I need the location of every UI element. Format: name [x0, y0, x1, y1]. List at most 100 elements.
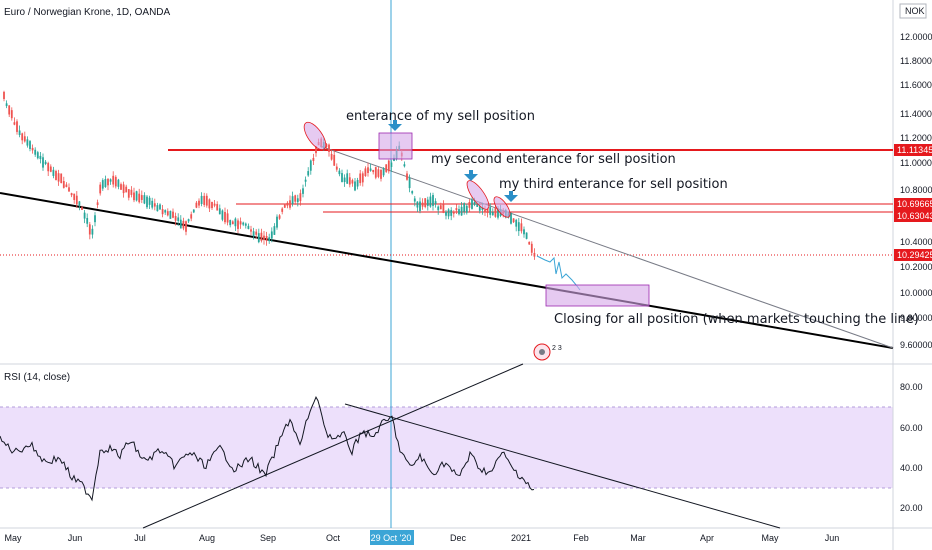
candle-body — [125, 186, 128, 193]
annotation-entry-2: my second enterance for sell position — [431, 152, 676, 167]
candle-body — [369, 168, 372, 171]
candle-body — [478, 206, 481, 211]
candle-body — [55, 171, 57, 181]
candle-body — [237, 220, 239, 229]
price-tick-label: 11.40000 — [900, 109, 932, 119]
candle-body — [437, 206, 440, 211]
candle-body — [486, 208, 489, 214]
rsi-tick-label: 60.00 — [900, 423, 923, 433]
candle-body — [166, 211, 169, 216]
candle-body — [70, 193, 73, 196]
events-icon[interactable]: 2 3 — [533, 343, 562, 361]
arrow-down-icon — [504, 191, 518, 202]
candle-body — [130, 189, 133, 195]
candle-body — [442, 204, 445, 213]
candle-body — [348, 177, 351, 185]
candle-body — [302, 188, 304, 194]
candle-body — [198, 200, 200, 206]
candle-body — [330, 153, 333, 160]
time-tick-label: May — [4, 533, 22, 543]
candle-body — [325, 143, 328, 148]
candle-body — [26, 139, 29, 146]
target-rect[interactable] — [545, 284, 650, 307]
candle-body — [374, 167, 377, 178]
resistance-trendline[interactable] — [319, 145, 894, 349]
candle-body — [491, 212, 494, 216]
candle-body — [307, 171, 310, 176]
candle-body — [517, 222, 520, 232]
candle-body — [426, 199, 429, 206]
candle-body — [75, 195, 78, 205]
candle-body — [484, 209, 486, 213]
candle-body — [528, 241, 531, 245]
candle-body — [364, 168, 367, 177]
candle-body — [361, 173, 364, 183]
candle-body — [403, 164, 406, 167]
candle-body — [413, 198, 416, 202]
price-tick-label: 11.20000 — [900, 133, 932, 143]
candle-body — [21, 133, 24, 141]
candle-body — [489, 207, 492, 215]
time-tick-label: Oct — [326, 533, 341, 543]
candle-body — [140, 195, 143, 200]
candle-body — [192, 209, 195, 213]
arrow-down-icon — [388, 120, 402, 131]
candle-body — [49, 166, 52, 172]
price-tag-label: 10.29425 — [897, 250, 932, 260]
currency-box[interactable] — [899, 3, 927, 19]
candle-body — [497, 208, 499, 218]
time-tick-label: May — [761, 533, 779, 543]
time-axis[interactable]: May Jun Jul Aug Sep Oct 29 Oct '20 Dec 2021 Feb Ma… — [4, 530, 839, 545]
candle-body — [52, 169, 55, 176]
price-tick-label: 12.00000 — [900, 32, 932, 42]
candle-body — [13, 122, 16, 125]
candle-body — [476, 203, 479, 207]
symbol-title[interactable]: Euro / Norwegian Krone, 1D, OANDA — [4, 7, 171, 18]
rsi-trendline-up[interactable] — [142, 363, 524, 529]
candle-body — [463, 203, 466, 212]
candle-body — [434, 201, 437, 204]
price-tick-label: 10.00000 — [900, 288, 932, 298]
candle-body — [221, 210, 224, 220]
candle-body — [57, 173, 60, 182]
time-tick-label: Apr — [700, 533, 714, 543]
price-axis[interactable]: 12.00000 11.80000 11.60000 11.40000 11.20000… — [900, 32, 932, 350]
candle-body — [208, 199, 211, 209]
candle-body — [283, 204, 286, 208]
candle-body — [18, 130, 21, 135]
entry-rect[interactable] — [378, 132, 413, 160]
candle-body — [187, 219, 190, 222]
candle-body — [179, 219, 182, 229]
candle-body — [372, 169, 375, 173]
candle-body — [468, 202, 471, 208]
candle-body — [229, 220, 232, 226]
candle-body — [68, 187, 70, 192]
entry-ellipse-2[interactable] — [463, 178, 492, 213]
time-tick-label: Jun — [68, 533, 83, 543]
candle-body — [39, 155, 42, 160]
price-tag — [894, 198, 932, 210]
candle-body — [515, 219, 518, 227]
candle-body — [416, 201, 419, 208]
candle-body — [156, 205, 159, 212]
candle-body — [226, 213, 229, 223]
entry-ellipse-1[interactable] — [300, 119, 330, 153]
candle-body — [135, 191, 138, 201]
support-trendline[interactable] — [0, 192, 894, 349]
rsi-title[interactable]: RSI (14, close) — [4, 372, 70, 383]
candle-body — [203, 195, 206, 205]
rsi-trendline-down[interactable] — [344, 403, 781, 529]
candle-body — [385, 164, 388, 172]
candle-body — [8, 105, 11, 115]
candle-body — [29, 141, 31, 149]
price-tag-label: 10.63043 — [897, 211, 932, 221]
candle-body — [312, 157, 315, 162]
arrow-down-icon — [464, 170, 478, 181]
rsi-axis[interactable]: 80.00 60.00 40.00 20.00 — [900, 382, 923, 513]
candle-body — [455, 208, 458, 211]
candle-body — [81, 207, 83, 210]
candle-body — [234, 218, 237, 227]
entry-ellipse-3[interactable] — [491, 194, 513, 219]
price-tick-label: 11.80000 — [900, 56, 932, 66]
